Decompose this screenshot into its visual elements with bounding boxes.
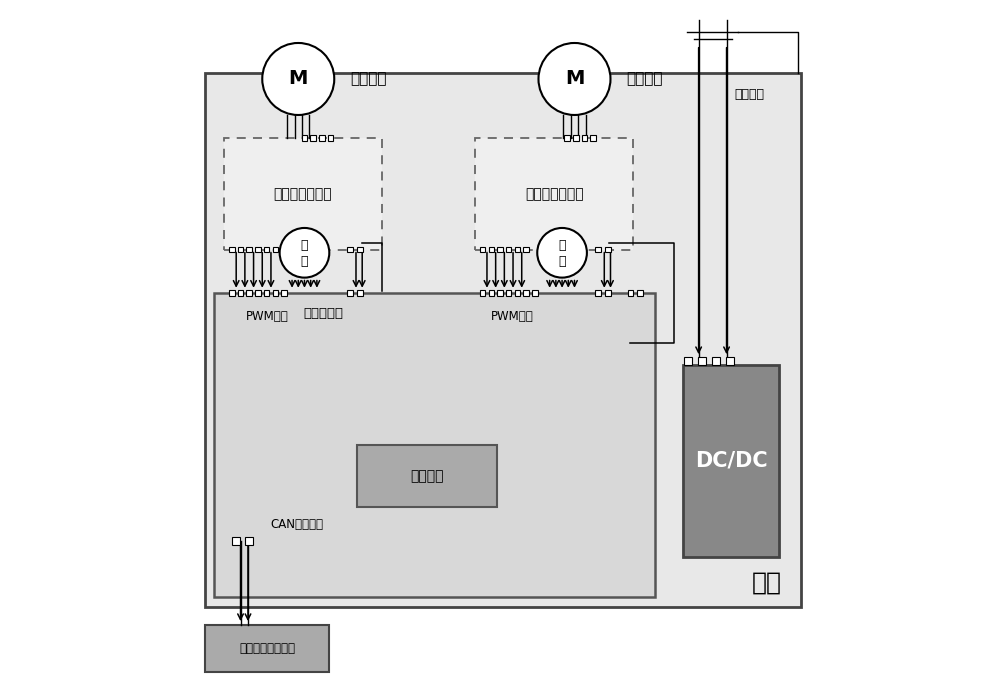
Text: 步进电机: 步进电机 bbox=[626, 71, 663, 87]
Bar bbox=[515, 290, 520, 296]
Bar bbox=[595, 290, 601, 296]
Bar bbox=[683, 364, 779, 557]
Text: 车载自动诊断系统: 车载自动诊断系统 bbox=[239, 642, 295, 655]
Bar bbox=[255, 247, 261, 253]
Bar bbox=[246, 247, 252, 253]
Bar bbox=[726, 357, 734, 366]
Circle shape bbox=[280, 228, 329, 278]
Bar bbox=[582, 135, 587, 141]
Text: 盘: 盘 bbox=[301, 255, 308, 268]
Bar bbox=[605, 290, 611, 296]
Bar bbox=[246, 290, 252, 296]
Bar bbox=[523, 290, 529, 296]
Bar bbox=[238, 290, 243, 296]
Bar bbox=[229, 290, 235, 296]
Text: PWM接口: PWM接口 bbox=[491, 310, 534, 323]
Bar bbox=[475, 138, 633, 250]
Circle shape bbox=[538, 43, 610, 115]
Bar bbox=[264, 247, 269, 253]
Bar bbox=[564, 135, 570, 141]
Text: 盘: 盘 bbox=[558, 255, 566, 268]
Bar bbox=[684, 357, 692, 366]
Text: 步进电机: 步进电机 bbox=[350, 71, 386, 87]
Text: 码: 码 bbox=[301, 239, 308, 252]
Bar bbox=[590, 135, 596, 141]
Bar bbox=[532, 290, 538, 296]
Bar bbox=[489, 290, 494, 296]
Bar bbox=[628, 290, 633, 296]
Bar bbox=[347, 290, 353, 296]
Bar bbox=[328, 135, 333, 141]
Bar bbox=[605, 247, 611, 253]
Bar bbox=[255, 290, 261, 296]
Bar bbox=[480, 290, 485, 296]
Bar bbox=[238, 247, 243, 253]
Bar bbox=[302, 135, 307, 141]
Bar bbox=[205, 625, 329, 671]
Bar bbox=[506, 290, 511, 296]
Bar bbox=[595, 247, 601, 253]
Circle shape bbox=[537, 228, 587, 278]
Bar bbox=[480, 247, 485, 253]
Bar bbox=[497, 247, 503, 253]
Bar bbox=[273, 247, 278, 253]
Bar bbox=[523, 247, 529, 253]
Text: M: M bbox=[565, 70, 584, 89]
Bar bbox=[273, 290, 278, 296]
Bar bbox=[214, 293, 655, 597]
Text: 控制芯片: 控制芯片 bbox=[410, 469, 444, 483]
Text: 步进电机驱动器: 步进电机驱动器 bbox=[525, 187, 584, 201]
Text: PWM接口: PWM接口 bbox=[246, 310, 289, 323]
Bar bbox=[264, 290, 269, 296]
Bar bbox=[245, 537, 253, 545]
Text: 筱体: 筱体 bbox=[752, 571, 782, 595]
Bar bbox=[712, 357, 720, 366]
Bar bbox=[357, 445, 497, 507]
Bar bbox=[698, 357, 706, 366]
Bar bbox=[489, 247, 494, 253]
Bar bbox=[357, 247, 363, 253]
Bar bbox=[357, 290, 363, 296]
Bar bbox=[506, 247, 511, 253]
Bar bbox=[637, 290, 643, 296]
Bar bbox=[497, 290, 503, 296]
Text: 码: 码 bbox=[558, 239, 566, 252]
Text: 步进电机驱动器: 步进电机驱动器 bbox=[274, 187, 332, 201]
Text: CAN通信接口: CAN通信接口 bbox=[270, 518, 323, 531]
Bar bbox=[347, 247, 353, 253]
Bar bbox=[573, 135, 579, 141]
Text: 系统控制板: 系统控制板 bbox=[303, 307, 343, 320]
Circle shape bbox=[262, 43, 334, 115]
Text: 电源输入: 电源输入 bbox=[735, 88, 765, 101]
Text: M: M bbox=[289, 70, 308, 89]
Text: DC/DC: DC/DC bbox=[695, 451, 768, 470]
Bar bbox=[205, 73, 801, 607]
Bar bbox=[229, 247, 235, 253]
Bar bbox=[281, 290, 287, 296]
Bar bbox=[310, 135, 316, 141]
Bar bbox=[515, 247, 520, 253]
Bar bbox=[232, 537, 240, 545]
Bar bbox=[224, 138, 382, 250]
Bar bbox=[319, 135, 325, 141]
